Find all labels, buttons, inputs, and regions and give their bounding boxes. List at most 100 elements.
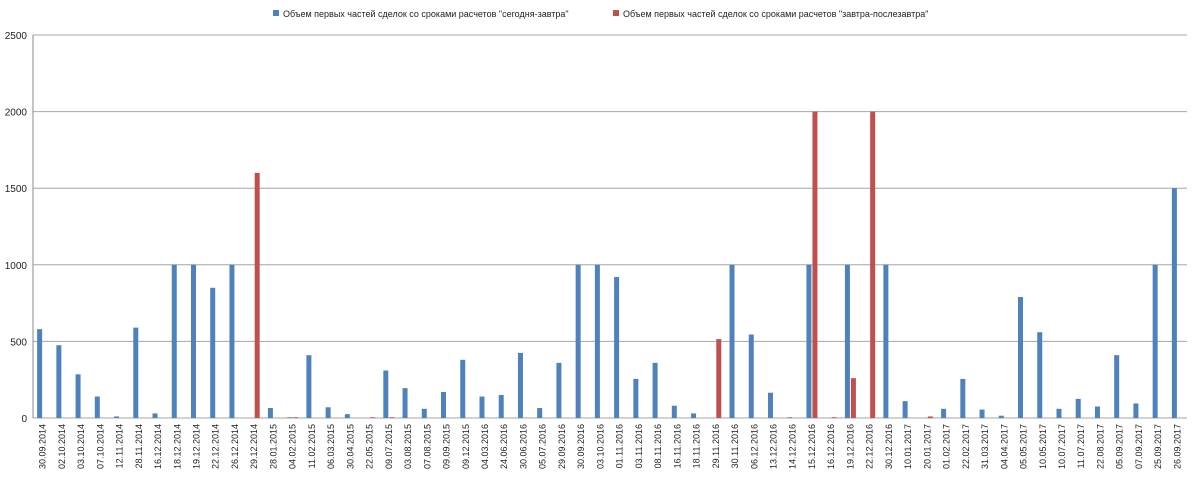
bar xyxy=(1114,355,1120,418)
bar xyxy=(729,264,735,418)
x-tick-label: 30.09.2016 xyxy=(576,424,586,469)
x-tick-label: 12.11.2014 xyxy=(115,424,125,468)
x-tick-label: 04.02.2015 xyxy=(288,424,298,469)
x-tick-label: 28.11.2014 xyxy=(134,424,144,468)
legend-label: Объем первых частей сделок со сроками ра… xyxy=(283,9,569,19)
x-tick-label: 07.08.2015 xyxy=(422,424,432,469)
bar xyxy=(716,339,722,418)
legend-label: Объем первых частей сделок со сроками ра… xyxy=(623,9,928,19)
x-tick-label: 29.12.2014 xyxy=(249,424,259,469)
x-tick-label: 22.08.2017 xyxy=(1095,424,1105,469)
bar xyxy=(812,111,818,418)
x-tick-label: 22.05.2015 xyxy=(365,424,375,469)
bar xyxy=(556,362,562,418)
bar xyxy=(344,414,350,418)
bar xyxy=(748,334,754,418)
bar xyxy=(767,392,773,418)
bar xyxy=(1094,406,1100,418)
y-tick-label: 2500 xyxy=(5,31,28,42)
y-tick-label: 0 xyxy=(21,414,27,425)
bar xyxy=(1018,296,1024,418)
bar xyxy=(421,408,427,418)
bar xyxy=(190,264,196,418)
x-tick-label: 05.05.2017 xyxy=(1019,424,1029,469)
x-tick-label: 16.11.2016 xyxy=(672,424,682,468)
x-tick-label: 06.03.2015 xyxy=(326,424,336,469)
x-tick-label: 26.09.2017 xyxy=(1172,424,1182,469)
bar xyxy=(171,264,177,418)
bar xyxy=(325,407,331,418)
bar xyxy=(498,395,504,418)
bar xyxy=(831,417,837,418)
x-tick-label: 19.12.2016 xyxy=(845,424,855,469)
bar xyxy=(614,277,620,418)
bar xyxy=(229,264,235,418)
bar xyxy=(941,408,947,418)
x-tick-label: 01.02.2017 xyxy=(942,424,952,469)
x-tick-label: 20.01.2017 xyxy=(922,424,932,469)
x-tick-label: 10.05.2017 xyxy=(1038,424,1048,469)
bar xyxy=(152,413,158,418)
bar xyxy=(671,405,677,418)
x-tick-label: 08.11.2016 xyxy=(653,424,663,468)
bar xyxy=(1075,398,1081,418)
bar xyxy=(114,416,120,418)
bar xyxy=(979,409,985,418)
bar xyxy=(383,370,389,418)
bar xyxy=(56,345,62,418)
x-tick-label: 24.06.2016 xyxy=(499,424,509,469)
x-tick-label: 22.12.2016 xyxy=(865,424,875,469)
y-tick-label: 500 xyxy=(10,337,27,348)
x-tick-label: 11.02.2015 xyxy=(307,424,317,468)
bar xyxy=(306,355,312,418)
x-tick-label: 09.12.2015 xyxy=(461,424,471,469)
bar xyxy=(594,264,600,418)
bar xyxy=(998,415,1004,418)
x-tick-label: 07.10.2014 xyxy=(95,424,105,469)
bar xyxy=(883,264,889,418)
x-tick-label: 10.07.2017 xyxy=(1057,424,1067,469)
legend-swatch xyxy=(613,10,619,16)
bar xyxy=(787,417,793,418)
bar xyxy=(537,408,543,418)
bar xyxy=(575,264,581,418)
y-tick-label: 1000 xyxy=(5,261,28,272)
x-tick-label: 31.03.2017 xyxy=(980,424,990,469)
x-tick-label: 03.10.2014 xyxy=(76,424,86,469)
bar xyxy=(370,417,376,418)
x-tick-label: 29.09.2016 xyxy=(557,424,567,469)
x-tick-label: 10.01.2017 xyxy=(903,424,913,469)
x-tick-label: 03.11.2016 xyxy=(634,424,644,468)
bar xyxy=(293,417,299,418)
x-tick-label: 28.01.2015 xyxy=(268,424,278,469)
x-tick-label: 30.11.2016 xyxy=(730,424,740,468)
x-tick-label: 19.12.2014 xyxy=(191,424,201,469)
bar xyxy=(441,391,447,418)
x-tick-label: 30.06.2016 xyxy=(518,424,528,469)
bar xyxy=(850,378,856,418)
bar xyxy=(927,416,933,418)
bar xyxy=(254,172,260,418)
x-tick-label: 25.09.2017 xyxy=(1153,424,1163,469)
x-tick-label: 09.07.2015 xyxy=(384,424,394,469)
x-tick-label: 05.09.2017 xyxy=(1115,424,1125,469)
bar xyxy=(94,396,100,418)
x-tick-label: 03.10.2016 xyxy=(595,424,605,469)
bar xyxy=(210,287,216,418)
bar xyxy=(75,374,81,418)
x-tick-label: 13.12.2016 xyxy=(768,424,778,469)
legend-swatch xyxy=(273,10,279,16)
x-tick-label: 03.08.2015 xyxy=(403,424,413,469)
x-tick-label: 15.12.2016 xyxy=(807,424,817,469)
bar xyxy=(1037,332,1043,418)
x-tick-label: 29.11.2016 xyxy=(711,424,721,468)
x-tick-label: 30.09.2014 xyxy=(38,424,48,469)
x-tick-label: 22.02.2017 xyxy=(961,424,971,469)
x-tick-label: 30.04.2015 xyxy=(345,424,355,469)
x-tick-label: 05.07.2016 xyxy=(538,424,548,469)
x-tick-label: 09.09.2015 xyxy=(442,424,452,469)
y-tick-label: 1500 xyxy=(5,184,28,195)
x-tick-label: 16.12.2014 xyxy=(153,424,163,469)
bar xyxy=(960,378,966,418)
